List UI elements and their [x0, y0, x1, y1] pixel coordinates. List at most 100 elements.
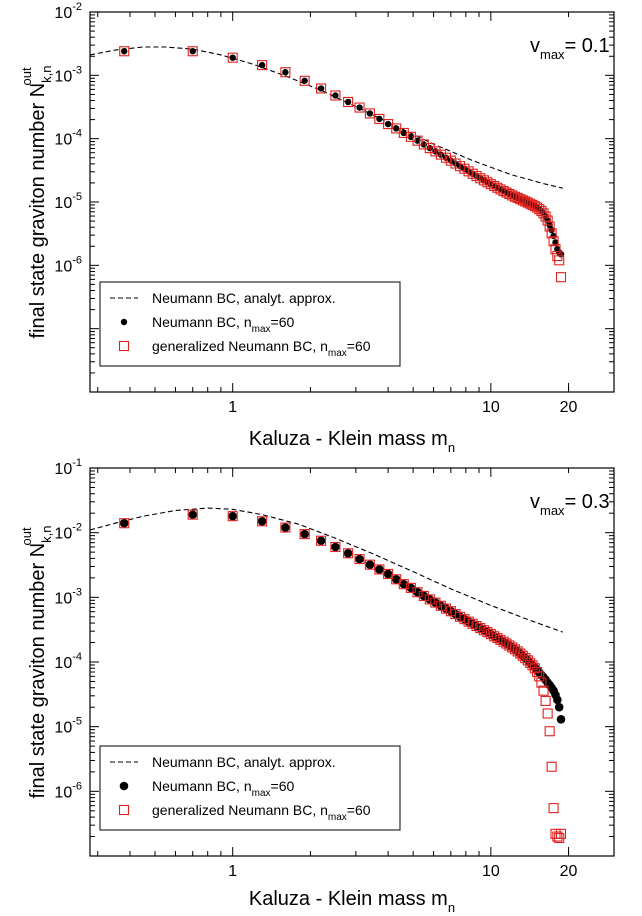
vmax-annotation-main: v — [530, 491, 540, 513]
data-point-square — [424, 143, 435, 154]
data-point-square — [405, 131, 416, 142]
y-tick-label: 10-6 — [54, 780, 82, 801]
data-point-square — [542, 708, 553, 719]
y-axis-label-sub: k,n — [39, 525, 54, 542]
vmax-annotation: vmax= 0.3 — [530, 491, 610, 518]
legend-label: Neumann BC, nmax=60 — [152, 778, 294, 799]
y-tick-marks — [90, 467, 614, 857]
y-tick-marks — [90, 11, 614, 393]
data-point-square — [412, 135, 423, 146]
legend-symbol-dot — [120, 318, 128, 326]
data-point-square — [492, 633, 503, 644]
data-point-dot — [189, 48, 196, 55]
y-tick-base: 10 — [54, 720, 72, 737]
data-point-square — [546, 228, 557, 239]
data-point-square — [495, 634, 506, 645]
data-point-dot — [553, 695, 562, 705]
data-point-square — [299, 529, 310, 540]
y-tick-label: 10-4 — [54, 651, 82, 672]
y-tick-base: 10 — [54, 258, 72, 275]
data-point-dot — [556, 714, 566, 724]
data-point-dot — [344, 98, 352, 106]
data-point-dot — [332, 92, 339, 99]
y-tick-base: 10 — [54, 195, 72, 212]
data-point-dot — [400, 129, 407, 137]
legend-box — [99, 745, 401, 831]
data-point-square — [383, 568, 394, 579]
data-point-dot — [229, 54, 236, 61]
y-tick-exponent: -5 — [72, 191, 82, 203]
x-tick-label: 20 — [560, 863, 578, 880]
data-point-square — [485, 179, 496, 190]
data-point-square — [354, 102, 365, 113]
data-point-square — [227, 52, 238, 63]
y-tick-base: 10 — [54, 68, 72, 85]
data-point-square — [280, 67, 291, 78]
y-tick-base: 10 — [54, 461, 72, 478]
data-point-dot — [391, 575, 401, 584]
data-point-square — [187, 509, 198, 520]
y-axis-label: final state graviton number Nk,n out — [19, 65, 54, 338]
data-point-square — [546, 761, 557, 772]
y-tick-base: 10 — [54, 526, 72, 543]
data-point-square — [507, 190, 518, 201]
data-point-square — [418, 139, 429, 150]
data-point-square — [555, 272, 567, 283]
data-point-dot — [554, 702, 564, 712]
series-neumann-points — [121, 48, 565, 258]
data-point-square — [489, 631, 500, 642]
series-analytic-approx-line — [90, 507, 563, 633]
y-tick-exponent: -4 — [72, 128, 82, 140]
legend: Neumann BC, analyt. approx. Neumann BC, n… — [99, 745, 401, 831]
legend-label-after: =60 — [271, 778, 295, 794]
data-point-square — [424, 594, 435, 605]
data-point-dot — [552, 239, 559, 246]
data-point-square — [299, 75, 310, 86]
data-point-square — [478, 175, 489, 186]
data-point-dot — [365, 560, 375, 569]
data-point-dot — [257, 516, 267, 526]
legend-label-text: Neumann BC, analyt. approx. — [152, 290, 336, 306]
data-point-square — [482, 177, 493, 188]
x-tick-label: 20 — [560, 399, 578, 416]
y-tick-label: 10-1 — [54, 457, 82, 478]
data-point-square — [478, 625, 489, 636]
data-point-square — [555, 828, 567, 839]
x-tick-label: 10 — [482, 863, 500, 880]
y-tick-label: 10-5 — [54, 191, 82, 212]
y-tick-exponent: -3 — [72, 64, 82, 76]
series-generalized-neumann-points — [119, 46, 567, 283]
series-generalized-neumann-points — [119, 509, 567, 844]
x-axis-label-main: Kaluza - Klein mass m — [249, 888, 448, 910]
legend-symbol-square — [118, 804, 130, 816]
legend-label-text: Neumann BC, n — [152, 778, 252, 794]
legend-label: Neumann BC, analyt. approx. — [152, 754, 336, 770]
data-point-dot — [258, 61, 266, 69]
data-point-dot — [356, 104, 363, 111]
data-point-square — [435, 149, 446, 160]
data-point-square — [343, 548, 354, 559]
legend-label: Neumann BC, nmax=60 — [152, 314, 294, 335]
series-neumann-points — [119, 510, 566, 724]
vmax-annotation-main: v — [530, 35, 540, 57]
legend-label-sub: max — [328, 812, 347, 823]
y-tick-exponent: -6 — [72, 780, 82, 792]
y-tick-base: 10 — [54, 5, 72, 22]
data-point-dot — [355, 554, 364, 564]
data-point-dot — [426, 144, 433, 152]
legend-box — [99, 281, 401, 367]
data-point-square — [119, 518, 130, 529]
y-tick-exponent: -4 — [72, 651, 82, 663]
y-tick-label: 10-4 — [54, 128, 82, 149]
data-point-square — [550, 244, 561, 255]
data-point-dot — [228, 511, 238, 521]
plot-area — [90, 507, 567, 844]
y-tick-label: 10-6 — [54, 254, 82, 275]
y-tick-exponent: -1 — [72, 457, 82, 469]
data-point-square — [257, 516, 268, 527]
y-tick-label: 10-2 — [54, 522, 82, 543]
data-point-dot — [383, 569, 393, 579]
legend-label-after: =60 — [271, 314, 295, 330]
data-point-square — [280, 522, 291, 533]
